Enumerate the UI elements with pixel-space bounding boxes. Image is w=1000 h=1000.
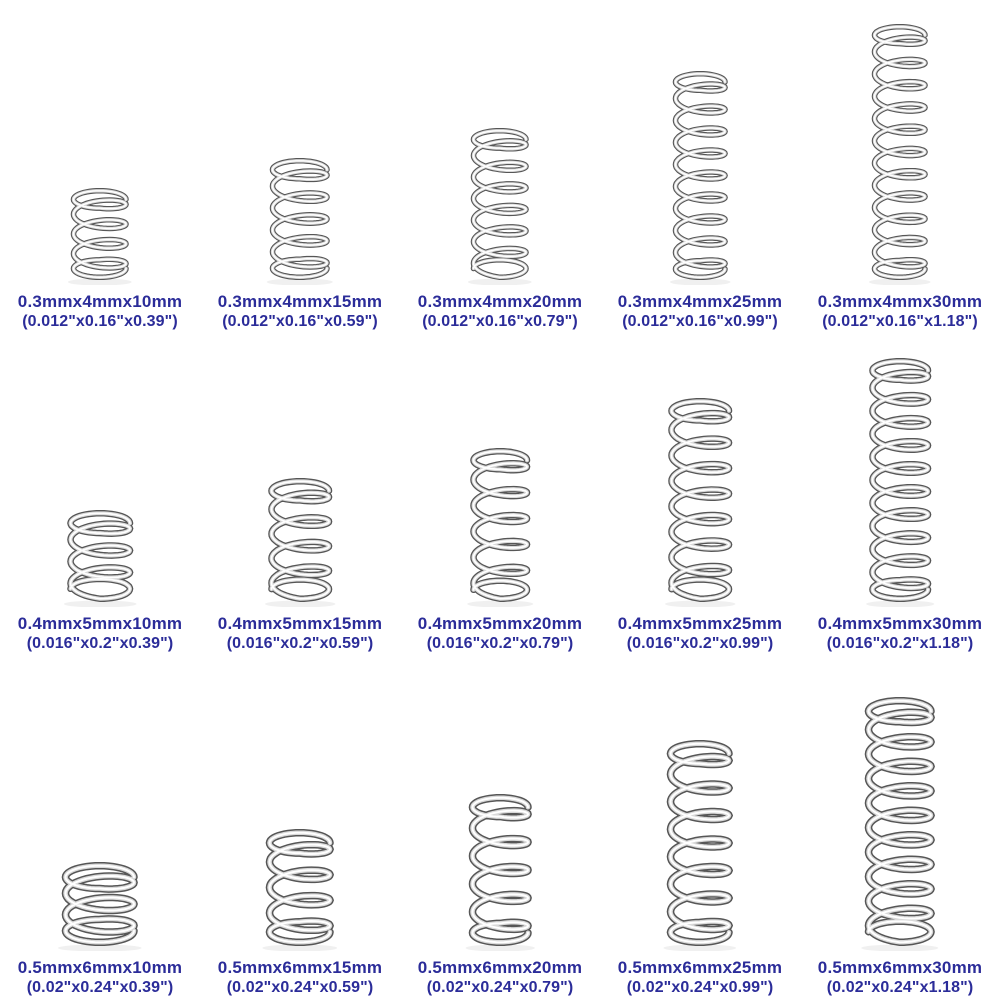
compression-spring-image	[867, 23, 933, 285]
spring-size-imperial: (0.02"x0.24"x0.59")	[226, 979, 374, 997]
spring-size-metric: 0.5mmx6mmx15mm	[217, 957, 383, 977]
spring-size-imperial: (0.016"x0.2"x0.39")	[26, 635, 174, 653]
spring-size-imperial: (0.012"x0.16"x1.18")	[822, 313, 978, 331]
compression-spring-image	[668, 70, 733, 285]
compression-spring-image	[466, 127, 534, 285]
spring-size-metric: 0.4mmx5mmx20mm	[417, 613, 583, 633]
spring-label: 0.3mmx4mmx30mm (0.012"x0.16"x1.18")	[818, 292, 982, 332]
compression-spring-image	[661, 739, 739, 951]
spring-size-metric: 0.4mmx5mmx30mm	[817, 613, 983, 633]
spring-label: 0.4mmx5mmx15mm (0.016"x0.2"x0.59")	[218, 614, 382, 654]
spring-size-metric: 0.4mmx5mmx25mm	[617, 613, 783, 633]
spring-cell: 0.3mmx4mmx10mm (0.012"x0.16"x0.39")	[0, 0, 200, 334]
spring-label: 0.3mmx4mmx15mm (0.012"x0.16"x0.59")	[218, 292, 382, 332]
spring-size-imperial: (0.016"x0.2"x1.18")	[826, 635, 974, 653]
spring-size-imperial: (0.02"x0.24"x0.39")	[26, 979, 174, 997]
spring-cell: 0.5mmx6mmx15mm (0.02"x0.24"x0.59")	[200, 656, 400, 1000]
compression-spring-image	[663, 397, 738, 607]
spring-cell: 0.4mmx5mmx20mm (0.016"x0.2"x0.79")	[400, 334, 600, 656]
spring-label: 0.5mmx6mmx20mm (0.02"x0.24"x0.79")	[418, 958, 582, 998]
spring-label: 0.5mmx6mmx15mm (0.02"x0.24"x0.59")	[218, 958, 382, 998]
spring-label: 0.4mmx5mmx30mm (0.016"x0.2"x1.18")	[818, 614, 982, 654]
spring-cell: 0.3mmx4mmx25mm (0.012"x0.16"x0.99")	[600, 0, 800, 334]
compression-spring-image	[463, 793, 538, 951]
spring-size-imperial: (0.012"x0.16"x0.39")	[22, 313, 178, 331]
spring-size-imperial: (0.02"x0.24"x1.18")	[826, 979, 974, 997]
spring-size-metric: 0.3mmx4mmx20mm	[417, 291, 583, 311]
spring-size-metric: 0.5mmx6mmx30mm	[817, 957, 983, 977]
spring-size-metric: 0.3mmx4mmx10mm	[17, 291, 183, 311]
spring-label: 0.3mmx4mmx20mm (0.012"x0.16"x0.79")	[418, 292, 582, 332]
spring-cell: 0.3mmx4mmx15mm (0.012"x0.16"x0.59")	[200, 0, 400, 334]
spring-label: 0.5mmx6mmx30mm (0.02"x0.24"x1.18")	[818, 958, 982, 998]
spring-size-metric: 0.5mmx6mmx10mm	[17, 957, 183, 977]
compression-spring-image	[66, 187, 134, 285]
spring-cell: 0.3mmx4mmx30mm (0.012"x0.16"x1.18")	[800, 0, 1000, 334]
spring-label: 0.3mmx4mmx25mm (0.012"x0.16"x0.99")	[618, 292, 782, 332]
spring-size-metric: 0.3mmx4mmx15mm	[217, 291, 383, 311]
compression-spring-image	[260, 828, 340, 951]
compression-spring-image	[859, 696, 941, 951]
spring-label: 0.5mmx6mmx10mm (0.02"x0.24"x0.39")	[18, 958, 182, 998]
spring-size-metric: 0.3mmx4mmx30mm	[817, 291, 983, 311]
spring-size-imperial: (0.012"x0.16"x0.99")	[622, 313, 778, 331]
spring-size-imperial: (0.016"x0.2"x0.79")	[426, 635, 574, 653]
spring-size-metric: 0.4mmx5mmx10mm	[17, 613, 183, 633]
spring-size-imperial: (0.012"x0.16"x0.79")	[422, 313, 578, 331]
spring-cell: 0.5mmx6mmx30mm (0.02"x0.24"x1.18")	[800, 656, 1000, 1000]
spring-size-metric: 0.3mmx4mmx25mm	[617, 291, 783, 311]
spring-cell: 0.3mmx4mmx20mm (0.012"x0.16"x0.79")	[400, 0, 600, 334]
spring-cell: 0.4mmx5mmx25mm (0.016"x0.2"x0.99")	[600, 334, 800, 656]
spring-size-imperial: (0.016"x0.2"x0.59")	[226, 635, 374, 653]
spring-label: 0.4mmx5mmx25mm (0.016"x0.2"x0.99")	[618, 614, 782, 654]
compression-spring-image	[62, 509, 139, 607]
spring-size-imperial: (0.016"x0.2"x0.99")	[626, 635, 774, 653]
compression-spring-image	[56, 861, 144, 951]
spring-size-metric: 0.5mmx6mmx20mm	[417, 957, 583, 977]
spring-cell: 0.5mmx6mmx25mm (0.02"x0.24"x0.99")	[600, 656, 800, 1000]
spring-cell: 0.4mmx5mmx30mm (0.016"x0.2"x1.18")	[800, 334, 1000, 656]
spring-label: 0.4mmx5mmx10mm (0.016"x0.2"x0.39")	[18, 614, 182, 654]
compression-spring-image	[263, 477, 338, 607]
spring-size-imperial: (0.02"x0.24"x0.79")	[426, 979, 574, 997]
spring-size-metric: 0.5mmx6mmx25mm	[617, 957, 783, 977]
spring-cell: 0.4mmx5mmx15mm (0.016"x0.2"x0.59")	[200, 334, 400, 656]
spring-cell: 0.4mmx5mmx10mm (0.016"x0.2"x0.39")	[0, 334, 200, 656]
spring-size-imperial: (0.02"x0.24"x0.99")	[626, 979, 774, 997]
spring-cell: 0.5mmx6mmx10mm (0.02"x0.24"x0.39")	[0, 656, 200, 1000]
spring-size-imperial: (0.012"x0.16"x0.59")	[222, 313, 378, 331]
compression-spring-image	[265, 157, 335, 285]
compression-spring-image	[864, 357, 937, 607]
spring-label: 0.4mmx5mmx20mm (0.016"x0.2"x0.79")	[418, 614, 582, 654]
spring-cell: 0.5mmx6mmx20mm (0.02"x0.24"x0.79")	[400, 656, 600, 1000]
compression-spring-image	[465, 447, 536, 607]
spring-label: 0.3mmx4mmx10mm (0.012"x0.16"x0.39")	[18, 292, 182, 332]
spring-label: 0.5mmx6mmx25mm (0.02"x0.24"x0.99")	[618, 958, 782, 998]
spring-size-metric: 0.4mmx5mmx15mm	[217, 613, 383, 633]
